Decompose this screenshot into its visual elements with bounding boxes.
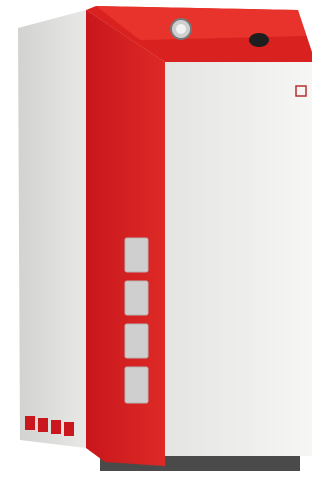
gauge-face	[176, 24, 186, 34]
panel-slot	[125, 324, 148, 358]
vent	[25, 416, 35, 430]
vent	[51, 420, 61, 434]
front-panel	[165, 62, 312, 456]
panel-slot	[125, 281, 148, 315]
knob	[249, 33, 269, 47]
vent	[64, 422, 74, 436]
panel-slot	[125, 367, 148, 403]
vent	[38, 418, 48, 432]
side-panel	[18, 10, 86, 448]
page	[0, 0, 320, 480]
panel-slot	[125, 238, 148, 272]
boiler-photo	[0, 0, 313, 480]
